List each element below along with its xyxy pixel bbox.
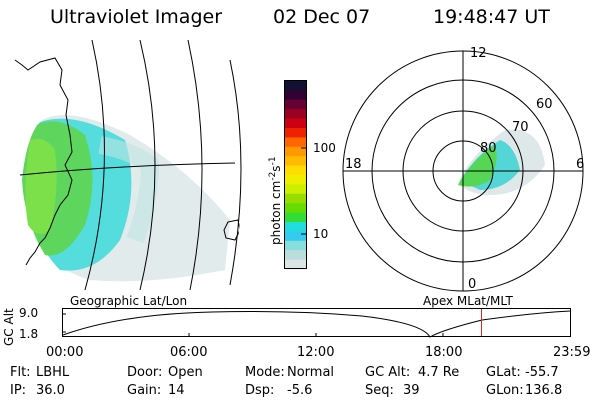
glon-value: 136.8 <box>525 383 563 398</box>
colorbar-segment <box>285 184 306 195</box>
glat-label: GLat: <box>486 365 521 380</box>
dsp-value: -5.6 <box>287 383 313 398</box>
ip-value: 36.0 <box>36 383 65 398</box>
seq-value: 39 <box>403 383 420 398</box>
ip-label: IP: <box>10 383 27 398</box>
mlat-70-label: 70 <box>512 120 529 135</box>
filter-value: LBHL <box>36 365 70 380</box>
time-tick-1: 06:00 <box>170 345 208 360</box>
filter-label: Flt: <box>10 365 31 380</box>
colorbar-segment <box>285 165 306 176</box>
colorbar-segment <box>285 137 306 148</box>
time-tick-2: 12:00 <box>297 345 335 360</box>
colorbar-segment <box>285 222 306 232</box>
geographic-label: Geographic Lat/Lon <box>70 294 188 308</box>
gain-label: Gain: <box>127 383 162 398</box>
colorbar-segment <box>285 146 306 157</box>
gain-value: 14 <box>168 383 185 398</box>
colorbar-unit-label: photon cm-2s-1 <box>268 156 283 245</box>
mlt-6-label: 6 <box>576 157 585 172</box>
colorbar-segment <box>285 203 306 214</box>
colorbar-segment <box>285 259 306 270</box>
altitude-plot <box>62 308 571 338</box>
door-label: Door: <box>127 365 163 380</box>
colorbar-segment <box>285 81 306 91</box>
mlt-12-label: 12 <box>470 46 487 61</box>
image-time: 19:48:47 UT <box>433 6 550 28</box>
colorbar-segment <box>285 231 306 242</box>
mode-value: Normal <box>287 365 335 380</box>
color-bar <box>284 80 307 270</box>
colorbar-segment <box>285 128 306 138</box>
colorbar-tick-100: 100 <box>313 141 336 155</box>
time-tick-4: 23:59 <box>553 345 591 360</box>
colorbar-segment <box>285 109 306 120</box>
time-tick-0: 00:00 <box>46 345 84 360</box>
coastline <box>14 57 73 266</box>
altitude-curve <box>62 310 571 338</box>
altitude-ymax: 9.0 <box>19 306 39 320</box>
glon-label: GLon: <box>486 383 524 398</box>
apex-label: Apex MLat/MLT <box>423 294 513 308</box>
time-tick-3: 18:00 <box>425 345 463 360</box>
image-date: 02 Dec 07 <box>273 6 371 28</box>
colorbar-segment <box>285 175 306 185</box>
altitude-ymin: 1.8 <box>19 327 39 341</box>
colorbar-segment <box>285 99 306 110</box>
colorbar-segment <box>285 118 306 129</box>
colorbar-segment <box>285 212 306 223</box>
altitude-axis-label: GC Alt <box>2 308 16 346</box>
colorbar-segment <box>285 193 306 204</box>
polar-plot <box>342 50 584 292</box>
colorbar-segment <box>285 156 306 167</box>
mlt-0-label: 0 <box>468 277 477 292</box>
gc-alt-value: 4.7 Re <box>418 365 460 380</box>
seq-label: Seq: <box>365 383 394 398</box>
colorbar-segment <box>285 240 306 251</box>
colorbar-tick-10: 10 <box>313 227 329 241</box>
colorbar-segment <box>285 250 306 261</box>
mode-label: Mode: <box>245 365 285 380</box>
colorbar-segment <box>285 90 306 101</box>
gc-alt-label: GC Alt: <box>365 365 411 380</box>
mlt-18-label: 18 <box>345 157 362 172</box>
glat-value: -55.7 <box>525 365 559 380</box>
mlat-60-label: 60 <box>536 97 553 112</box>
door-value: Open <box>168 365 203 380</box>
mlat-80-label: 80 <box>480 141 497 156</box>
instrument-title: Ultraviolet Imager <box>50 6 223 28</box>
geographic-map <box>14 40 242 290</box>
dsp-label: Dsp: <box>245 383 275 398</box>
